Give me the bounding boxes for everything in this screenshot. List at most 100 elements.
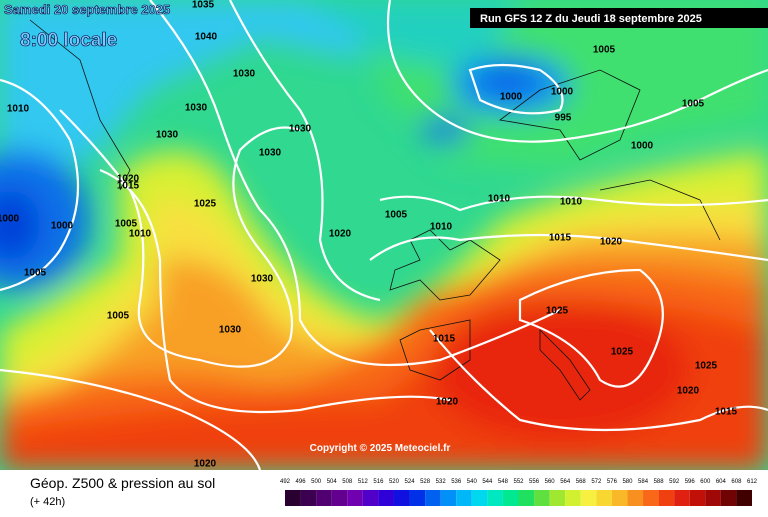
field: 1035 1040 1030 1010 1030 1030 1030 1030 1020 1015… bbox=[0, 0, 768, 470]
scale-swatch bbox=[378, 490, 394, 506]
scale-swatch bbox=[502, 490, 519, 506]
scale-label: 520 bbox=[389, 479, 400, 485]
scale-label: 596 bbox=[685, 479, 696, 485]
scale-swatch bbox=[347, 490, 363, 506]
scale-label: 512 bbox=[358, 479, 369, 485]
scale-label: 608 bbox=[731, 479, 742, 485]
scale-label: 508 bbox=[342, 479, 353, 485]
scale-label: 544 bbox=[482, 479, 493, 485]
isobar-label: 1025 bbox=[695, 361, 718, 372]
isobar-label: 1015 bbox=[715, 407, 738, 418]
isobar-label: 1005 bbox=[24, 268, 47, 279]
isobar-label: 1015 bbox=[117, 181, 140, 192]
isobar-label: 1040 bbox=[195, 32, 218, 43]
scale-label: 572 bbox=[591, 479, 602, 485]
scale-swatch bbox=[425, 490, 441, 506]
isobar-label: 1010 bbox=[488, 194, 511, 205]
scale-swatch bbox=[611, 490, 628, 506]
isobar-label: 1000 bbox=[551, 87, 574, 98]
scale-swatch bbox=[331, 490, 348, 506]
scale-swatch bbox=[736, 490, 752, 506]
isobar-label: 1020 bbox=[194, 459, 217, 470]
isobar-label: 1030 bbox=[251, 274, 274, 285]
isobar-label: 1030 bbox=[289, 124, 312, 135]
scale-swatch bbox=[643, 490, 659, 506]
isobar-label: 1030 bbox=[156, 130, 179, 141]
scale-label: 584 bbox=[638, 479, 649, 485]
isobar-label: 1005 bbox=[115, 219, 138, 230]
isobar-label: 1035 bbox=[192, 0, 215, 11]
scale-label: 588 bbox=[654, 479, 665, 485]
scale-swatch bbox=[518, 490, 535, 506]
scale-label: 552 bbox=[513, 479, 524, 485]
isobar-label: 1030 bbox=[233, 69, 256, 80]
scale-swatch bbox=[393, 490, 410, 506]
isobar-label: 1010 bbox=[129, 229, 152, 240]
scale-swatch bbox=[565, 490, 581, 506]
isobar-label: 1015 bbox=[433, 334, 456, 345]
isobar-label: 1030 bbox=[219, 325, 242, 336]
scale-swatch bbox=[689, 490, 706, 506]
time: 8:00 locale bbox=[20, 30, 117, 51]
isobar-label: 1020 bbox=[436, 397, 459, 408]
scale-label: 536 bbox=[451, 479, 462, 485]
scale-label: 540 bbox=[467, 479, 478, 485]
scale-label: 496 bbox=[296, 479, 307, 485]
scale-swatch bbox=[549, 490, 566, 506]
run-box bbox=[470, 8, 768, 28]
scale-label: 592 bbox=[669, 479, 680, 485]
isobar-label: 1000 bbox=[0, 214, 20, 225]
scale-label: 600 bbox=[700, 479, 711, 485]
isobar-label: 1020 bbox=[677, 386, 700, 397]
isobar-label: 1025 bbox=[546, 306, 569, 317]
scale-label: 548 bbox=[498, 479, 509, 485]
scale-swatch bbox=[705, 490, 721, 506]
scale-label: 524 bbox=[405, 479, 416, 485]
lead-time: (+ 42h) bbox=[30, 496, 65, 508]
scale-label: 504 bbox=[327, 479, 338, 485]
scale-swatch bbox=[658, 490, 675, 506]
isobar-label: 1030 bbox=[185, 103, 208, 114]
date: Samedi 20 septembre 2025 bbox=[4, 2, 170, 17]
scale-swatch bbox=[362, 490, 379, 506]
isobar-label: 1020 bbox=[329, 229, 352, 240]
color-scale: 492 496 500 504 508 512 516 520 524 528 532 536 540 5… bbox=[280, 479, 758, 506]
scale-swatch bbox=[300, 490, 317, 506]
scale-label: 568 bbox=[576, 479, 587, 485]
scale-swatch bbox=[674, 490, 690, 506]
isobar-label: 1005 bbox=[593, 45, 616, 56]
scale-swatch bbox=[487, 490, 503, 506]
scale-label: 580 bbox=[622, 479, 633, 485]
scale-label: 556 bbox=[529, 479, 540, 485]
scale-swatch bbox=[440, 490, 457, 506]
scale-label: 564 bbox=[560, 479, 571, 485]
copyright: Copyright © 2025 Meteociel.fr bbox=[310, 443, 451, 454]
isobar-label: 1010 bbox=[7, 104, 30, 115]
scale-swatch bbox=[580, 490, 597, 506]
scale-swatch bbox=[285, 490, 301, 506]
isobar-labels: 1035 1040 1030 1010 1030 1030 1030 1030 1020 1015… bbox=[0, 0, 738, 470]
scale-label: 612 bbox=[747, 479, 758, 485]
isobar-label: 1015 bbox=[549, 233, 572, 244]
isobar-label: 1010 bbox=[560, 197, 583, 208]
run: Run GFS 12 Z du Jeudi 18 septembre 2025 bbox=[480, 13, 702, 25]
isobar-label: 1000 bbox=[631, 141, 654, 152]
scale-label: 604 bbox=[716, 479, 727, 485]
scale-swatch bbox=[596, 490, 612, 506]
isobar-label: 1030 bbox=[259, 148, 282, 159]
isobar-label: 995 bbox=[555, 113, 572, 124]
scale-label: 492 bbox=[280, 479, 291, 485]
isobar-label: 1000 bbox=[51, 221, 74, 232]
isobar-label: 1025 bbox=[611, 347, 634, 358]
scale-label: 516 bbox=[373, 479, 384, 485]
scale-label: 576 bbox=[607, 479, 618, 485]
scale-label: 560 bbox=[545, 479, 556, 485]
isobar-label: 1000 bbox=[500, 92, 523, 103]
scale-label: 500 bbox=[311, 479, 322, 485]
scale-swatch bbox=[471, 490, 488, 506]
scale-label: 528 bbox=[420, 479, 431, 485]
scale-swatch bbox=[534, 490, 550, 506]
isobar-label: 1010 bbox=[430, 222, 453, 233]
isobar-label: 1020 bbox=[600, 237, 623, 248]
